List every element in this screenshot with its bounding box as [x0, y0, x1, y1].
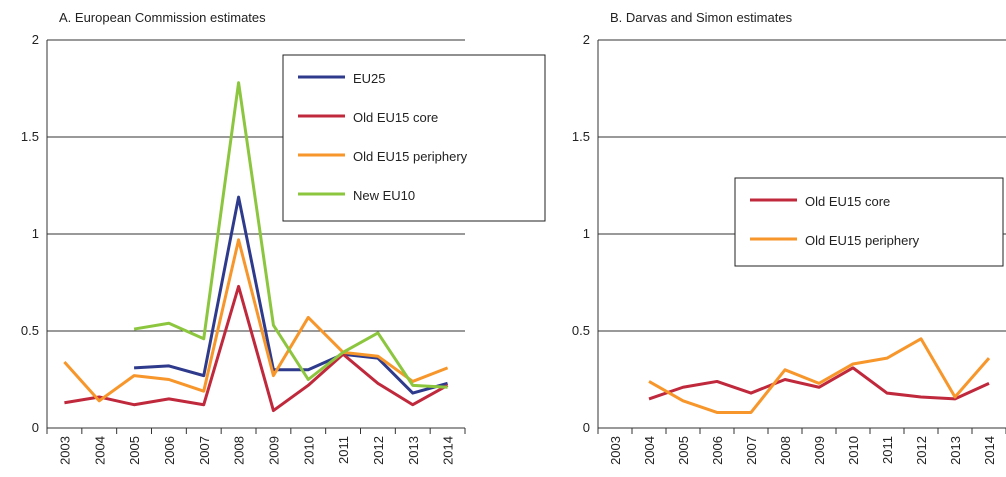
- x-tick-label: 2007: [197, 436, 212, 465]
- x-tick-label: 2006: [162, 436, 177, 465]
- y-tick-label: 1: [583, 226, 590, 241]
- legend-label: Old EU15 core: [805, 194, 890, 209]
- x-tick-label: 2008: [778, 436, 793, 465]
- y-tick-label: 0.5: [572, 323, 590, 338]
- x-tick-label: 2006: [710, 436, 725, 465]
- y-tick-label: 1.5: [21, 129, 39, 144]
- x-tick-label: 2012: [371, 436, 386, 465]
- x-tick-label: 2009: [812, 436, 827, 465]
- x-tick-label: 2004: [92, 436, 107, 465]
- legend-label: EU25: [353, 71, 386, 86]
- x-tick-label: 2004: [642, 436, 657, 465]
- series-line: [648, 366, 990, 401]
- legend-box: [734, 177, 1004, 267]
- legend-label: Old EU15 periphery: [353, 149, 468, 164]
- x-tick-label: 2013: [406, 436, 421, 465]
- y-tick-label: 0.5: [21, 323, 39, 338]
- x-tick-label: 2003: [608, 436, 623, 465]
- y-tick-label: 1: [32, 226, 39, 241]
- x-tick-label: 2003: [57, 436, 72, 465]
- x-tick-label: 2011: [880, 436, 895, 464]
- chart-title: A. European Commission estimates: [59, 10, 266, 25]
- x-tick-label: 2011: [336, 436, 351, 464]
- x-tick-label: 2005: [676, 436, 691, 465]
- x-tick-label: 2013: [948, 436, 963, 465]
- series-line: [63, 238, 449, 403]
- y-tick-label: 2: [32, 32, 39, 47]
- y-tick-label: 2: [583, 32, 590, 47]
- legend-label: Old EU15 periphery: [805, 233, 920, 248]
- y-tick-label: 0: [583, 420, 590, 435]
- x-tick-label: 2010: [301, 436, 316, 465]
- series-line: [648, 337, 991, 414]
- y-tick-label: 0: [32, 420, 39, 435]
- x-tick-label: 2007: [744, 436, 759, 465]
- x-tick-label: 2014: [982, 436, 997, 465]
- series-line: [133, 195, 448, 395]
- x-tick-label: 2009: [266, 436, 281, 465]
- y-tick-label: 1.5: [572, 129, 590, 144]
- legend-label: New EU10: [353, 188, 415, 203]
- series-line: [133, 81, 448, 389]
- x-tick-label: 2010: [846, 436, 861, 465]
- x-tick-label: 2012: [914, 436, 929, 465]
- chart-title: B. Darvas and Simon estimates: [610, 10, 793, 25]
- x-tick-label: 2008: [232, 436, 247, 465]
- legend-label: Old EU15 core: [353, 110, 438, 125]
- series-line: [64, 284, 449, 413]
- x-tick-label: 2014: [441, 436, 456, 465]
- x-tick-label: 2005: [127, 436, 142, 465]
